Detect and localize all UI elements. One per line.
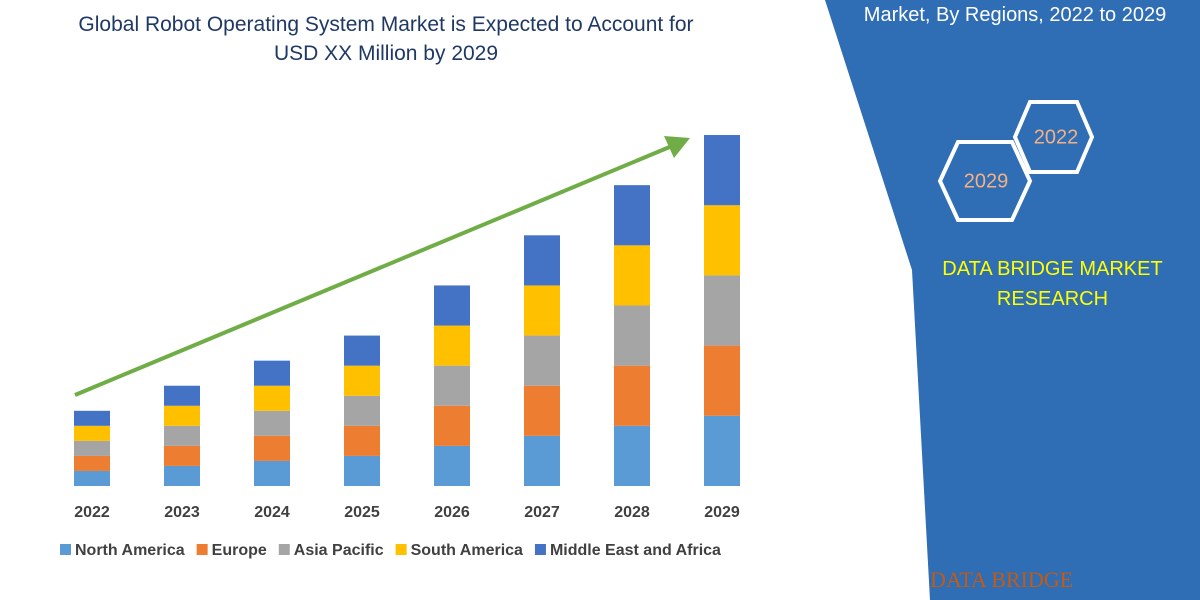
trend-arrow bbox=[74, 144, 673, 397]
bar-segment bbox=[614, 185, 650, 246]
bar-segment bbox=[344, 365, 380, 396]
x-tick-label: 2027 bbox=[524, 504, 560, 521]
bar-segment bbox=[524, 385, 560, 436]
bar-segment bbox=[524, 435, 560, 486]
bar-segment bbox=[164, 445, 200, 466]
bar-segment bbox=[434, 285, 470, 326]
bar-segment bbox=[74, 410, 110, 426]
hexagon bbox=[937, 140, 1033, 222]
hexagon bbox=[1012, 100, 1095, 174]
legend-label: South America bbox=[411, 542, 523, 559]
bar-segment bbox=[704, 135, 740, 206]
x-tick-label: 2028 bbox=[614, 504, 650, 521]
bar-segment bbox=[434, 405, 470, 446]
bar-segment bbox=[164, 405, 200, 426]
legend-label: Europe bbox=[212, 542, 267, 559]
side-heading: Market, By Regions, 2022 to 2029 bbox=[863, 4, 1167, 26]
plot: 2022 2023 2024 2025 2026 2027 2028 2029 North Am… bbox=[60, 135, 740, 559]
chart-title: Global Robot Operating System Market is … bbox=[78, 13, 694, 65]
hexagon-label: 2022 bbox=[1034, 126, 1079, 148]
legend-swatch bbox=[534, 544, 546, 555]
legend-swatch bbox=[395, 544, 407, 555]
bar-segment bbox=[164, 425, 200, 446]
bar-segment bbox=[524, 335, 560, 386]
x-tick-label: 2022 bbox=[74, 504, 110, 521]
x-tick-label: 2025 bbox=[344, 504, 380, 521]
legend-label: Asia Pacific bbox=[294, 542, 384, 559]
bar-segment bbox=[254, 460, 290, 486]
legend-swatch bbox=[278, 544, 290, 555]
bar-segment bbox=[524, 235, 560, 286]
x-tick-label: 2026 bbox=[434, 504, 470, 521]
bar-segment bbox=[614, 425, 650, 486]
bar-segment bbox=[344, 335, 380, 366]
x-tick-label: 2023 bbox=[164, 504, 200, 521]
bar-segment bbox=[704, 415, 740, 486]
x-tick-label: 2029 bbox=[704, 504, 740, 521]
bar-segment bbox=[524, 285, 560, 336]
hexagon-label: 2029 bbox=[964, 170, 1009, 192]
bar-segment bbox=[344, 425, 380, 456]
bar-segment bbox=[344, 455, 380, 486]
x-tick-label: 2024 bbox=[254, 504, 290, 521]
logo: DATA BRIDGE bbox=[930, 567, 1073, 592]
bar-segment bbox=[254, 410, 290, 436]
legend-label: Middle East and Africa bbox=[550, 542, 721, 559]
bar-segment bbox=[164, 465, 200, 486]
bar-segment bbox=[74, 425, 110, 441]
bar-segment bbox=[254, 435, 290, 461]
bar-segment bbox=[614, 305, 650, 366]
legend-swatch bbox=[60, 544, 71, 555]
bar-segment bbox=[704, 345, 740, 416]
bar-segment bbox=[614, 365, 650, 426]
bar-segment bbox=[704, 275, 740, 346]
bar-segment bbox=[704, 205, 740, 276]
bar-segment bbox=[344, 395, 380, 426]
legend-label: North America bbox=[75, 542, 185, 559]
side-panel-bg bbox=[825, 0, 1200, 600]
bar-segment bbox=[614, 245, 650, 306]
bar-segment bbox=[254, 385, 290, 411]
bar-segment bbox=[164, 385, 200, 406]
bar-segment bbox=[74, 470, 110, 486]
legend-swatch bbox=[196, 544, 208, 555]
brand: DATA BRIDGE MARKET RESEARCH bbox=[942, 258, 1163, 310]
bar-segment bbox=[74, 455, 110, 471]
bar-segment bbox=[254, 360, 290, 386]
trend-arrow-head bbox=[664, 136, 690, 158]
bar-segment bbox=[74, 440, 110, 456]
bar-segment bbox=[434, 365, 470, 406]
bar-segment bbox=[434, 325, 470, 366]
bar-segment bbox=[434, 445, 470, 486]
